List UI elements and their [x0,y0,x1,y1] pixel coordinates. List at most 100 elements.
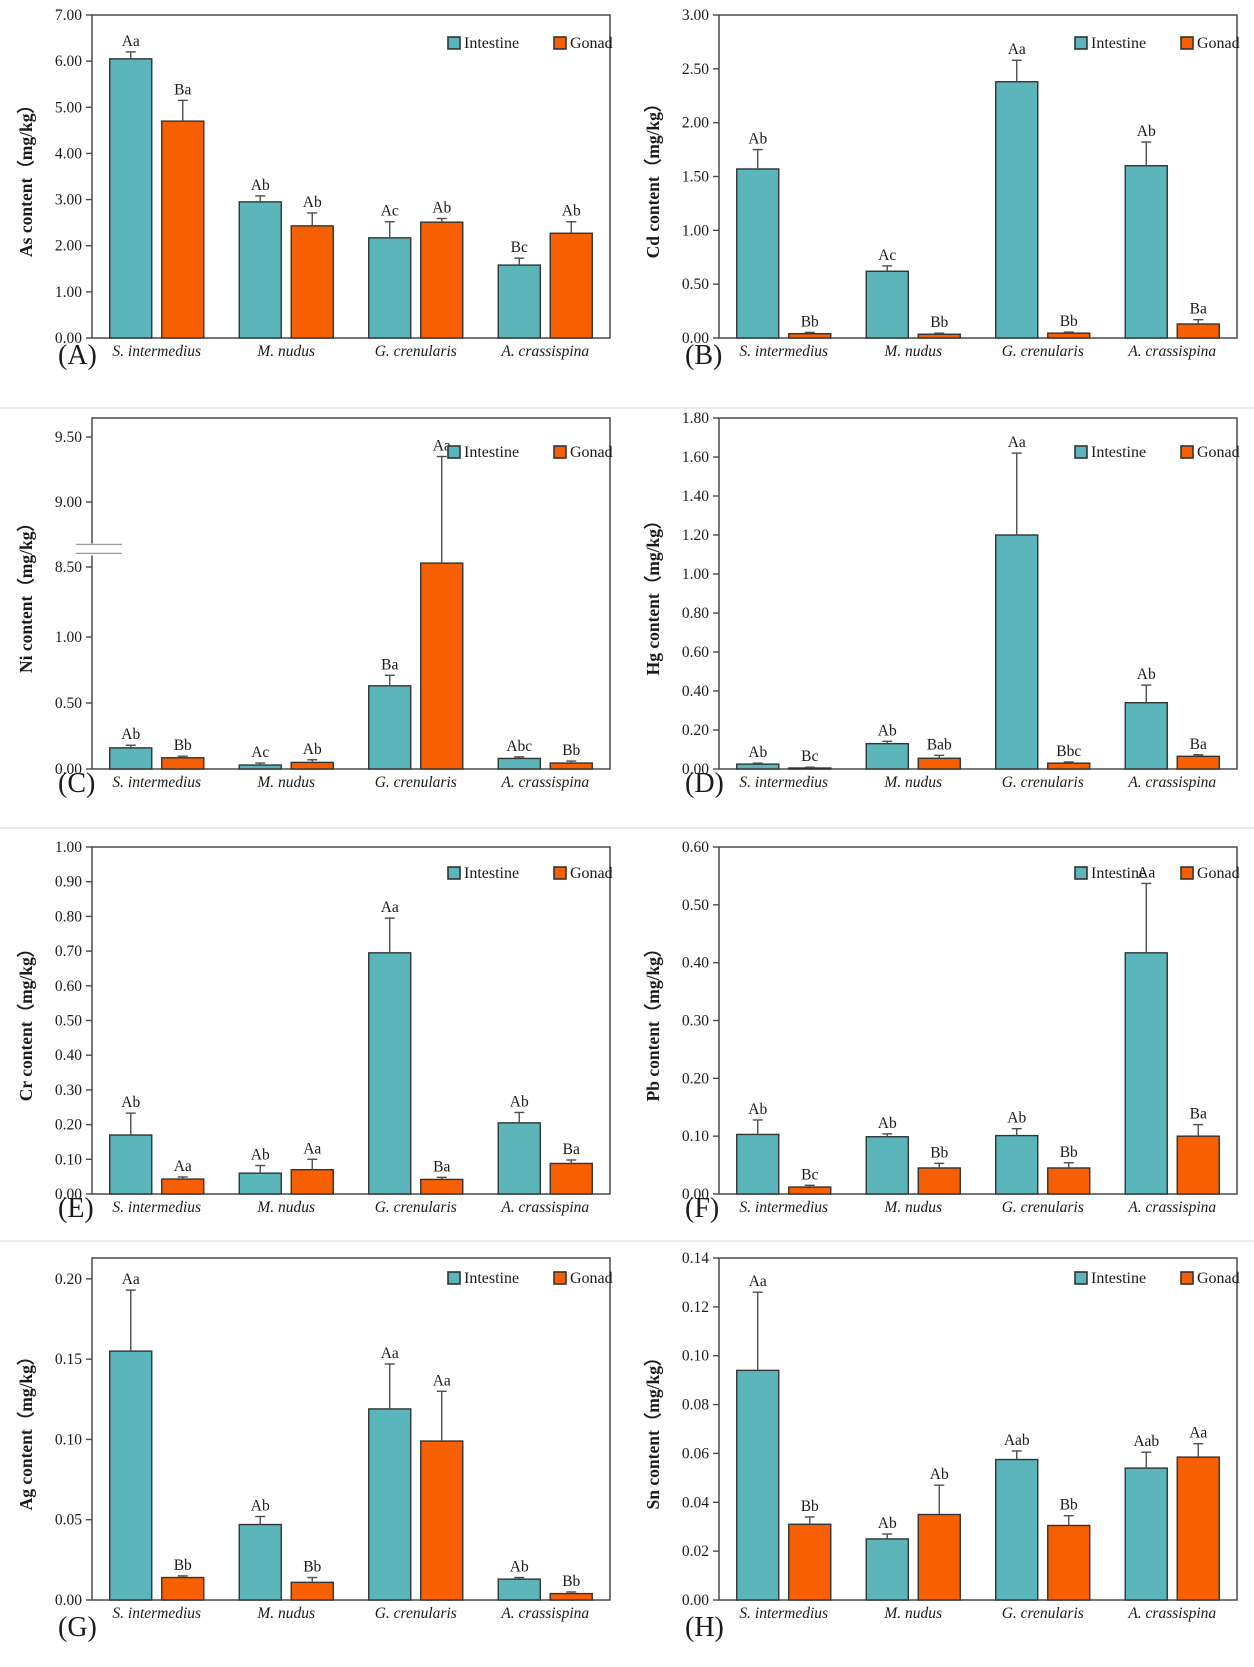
panel-c-ni-content: 0.00 0.50 1.00 8.50 9.00 9.50 Ni content（mg/kg… [0,375,627,800]
species-label-g-crenularis: G. crenularis [1002,343,1084,360]
y-tick-label: 0.20 [682,1070,709,1087]
plot-frame [91,14,611,339]
significance-label: Ac [878,247,896,264]
bar-gonad-m-nudus [917,757,961,770]
significance-label: Abc [506,738,532,755]
y-tick-label: 0.30 [682,1013,709,1030]
significance-label: Ab [930,1466,949,1483]
bar-intestine-a-crassispina [1124,702,1168,770]
plot-frame [91,417,611,770]
bar-gonad-s-intermedius [161,1178,205,1195]
bar-intestine-s-intermedius [109,1134,153,1195]
significance-label: Ba [381,656,398,673]
significance-label: Aa [174,1158,192,1175]
y-tick-label: 9.00 [55,494,82,511]
bar-intestine-s-intermedius [736,1133,780,1195]
legend-label-intestine: Intestine [464,1270,519,1287]
species-label-g-crenularis: G. crenularis [1002,1605,1084,1622]
y-tick-label: 0.20 [682,722,709,739]
significance-label: Aa [1008,434,1026,451]
plot-frame [718,417,1238,770]
panel-letter: (F) [685,1193,719,1224]
y-tick-label: 0.10 [55,1431,82,1448]
legend-swatch-gonad-icon [553,1271,567,1285]
legend-label-intestine: Intestine [1091,865,1146,882]
bar-intestine-s-intermedius [109,1350,153,1601]
bar-intestine-a-crassispina [1124,165,1168,339]
significance-label: Ab [748,131,767,148]
bar-intestine-a-crassispina [1124,1467,1168,1601]
y-tick-label: 0.10 [682,1348,709,1365]
significance-label: Bc [511,239,528,256]
bar-gonad-g-crenularis [420,221,464,339]
legend-swatch-gonad-icon [553,445,567,459]
bar-intestine-s-intermedius [736,763,780,770]
significance-label: Bb [562,1573,580,1590]
y-tick-label: 0.90 [55,874,82,891]
significance-label: Ab [562,203,581,220]
species-label-m-nudus: M. nudus [883,343,942,360]
chart-svg: 0.00 0.02 0.04 0.06 0.08 0.10 0.12 0.14 Sn conte… [643,1250,1240,1643]
significance-label: Bb [801,1498,819,1515]
y-axis-label: Ag content（mg/kg） [16,1348,36,1511]
species-label-g-crenularis: G. crenularis [375,774,457,791]
bar-gonad-s-intermedius [161,757,205,770]
y-tick-label: 0.70 [55,943,82,960]
panel-letter: (A) [58,340,97,371]
bar-gonad-s-intermedius [788,767,832,770]
species-label-g-crenularis: G. crenularis [1002,1199,1084,1216]
y-tick-label: 0.40 [682,683,709,700]
bar-intestine-g-crenularis [995,534,1039,770]
species-label-s-intermedius: S. intermedius [739,1199,828,1216]
y-tick-label: 1.00 [682,566,709,583]
bar-gonad-a-crassispina [1176,1135,1220,1195]
bar-gonad-s-intermedius [788,1523,832,1601]
significance-label: Ab [303,194,322,211]
species-label-m-nudus: M. nudus [883,1199,942,1216]
bar-intestine-m-nudus [865,742,909,770]
bar-gonad-a-crassispina [549,1592,593,1601]
significance-label: Aa [122,1271,140,1288]
legend-swatch-intestine-icon [1074,1271,1088,1285]
bar-intestine-a-crassispina [497,757,541,770]
y-tick-label: 0.60 [682,644,709,661]
significance-label: Ac [251,744,269,761]
significance-label: Ab [1137,666,1156,683]
legend-swatch-gonad-icon [1180,36,1194,50]
y-tick-label: 0.50 [682,276,709,293]
y-tick-label: 0.12 [682,1299,709,1316]
bar-intestine-m-nudus [238,1172,282,1195]
y-tick-label: 0.15 [55,1351,82,1368]
panel-e-cr-content: 0.00 0.10 0.20 0.30 0.40 0.50 0.60 0.70 0.80 0.90… [0,800,627,1225]
y-axis-label: Cd content（mg/kg） [643,95,663,259]
significance-label: Ba [1190,301,1207,318]
legend-label-intestine: Intestine [1091,35,1146,52]
significance-label: Aab [1004,1432,1030,1449]
y-tick-label: 1.80 [682,410,709,427]
bar-intestine-a-crassispina [497,1578,541,1601]
chart-svg: 0.00 0.10 0.20 0.30 0.40 0.50 0.60 0.70 0.80 0.90… [16,839,613,1224]
significance-label: Aa [122,33,140,50]
significance-label: Aa [381,899,399,916]
y-tick-label: 1.20 [682,527,709,544]
significance-label: Aa [1008,41,1026,58]
y-tick-label: 0.05 [55,1512,82,1529]
y-tick-label: 0.14 [682,1250,709,1267]
y-tick-label: 1.50 [682,169,709,186]
bar-gonad-g-crenularis [420,1440,464,1601]
significance-label: Ba [563,1141,580,1158]
bar-gonad-g-crenularis [1047,1524,1091,1601]
species-label-s-intermedius: S. intermedius [112,774,201,791]
significance-label: Ab [878,1115,897,1132]
species-label-s-intermedius: S. intermedius [739,774,828,791]
legend-label-gonad: Gonad [1197,444,1240,461]
y-tick-label: 1.00 [55,284,82,301]
bar-intestine-g-crenularis [995,81,1039,339]
y-tick-label: 0.04 [682,1494,709,1511]
bar-intestine-g-crenularis [368,685,412,770]
legend-swatch-intestine-icon [447,36,461,50]
significance-label: Bc [801,1166,818,1183]
y-axis-label: Ni content（mg/kg） [16,514,36,673]
y-tick-label: 0.02 [682,1543,709,1560]
